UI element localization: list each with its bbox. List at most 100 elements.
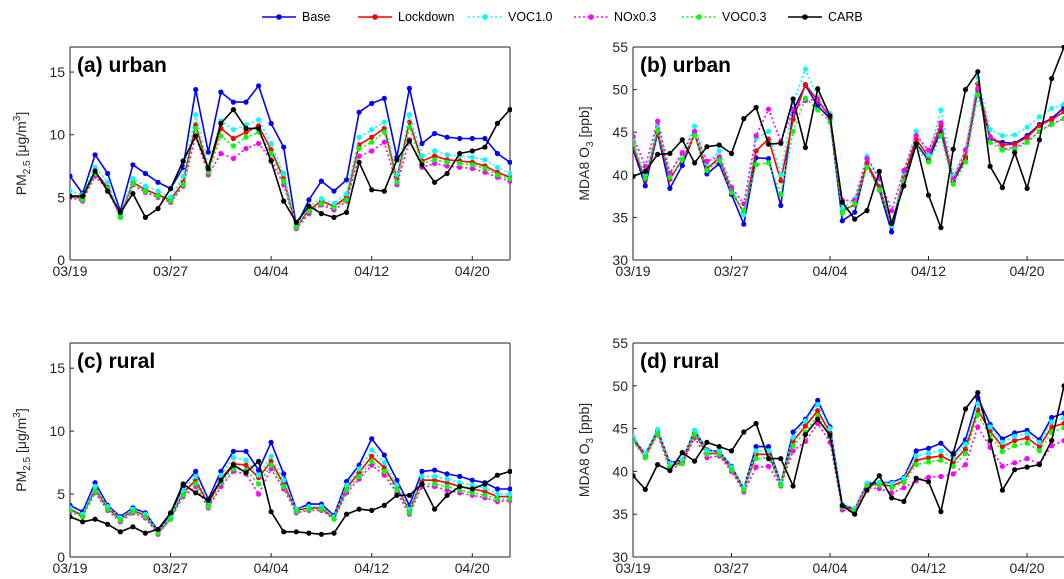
data-point xyxy=(230,448,236,454)
data-point xyxy=(356,470,362,476)
data-point xyxy=(839,199,845,205)
data-point xyxy=(469,148,475,154)
data-point xyxy=(444,134,450,140)
series-line xyxy=(633,385,1064,516)
data-point xyxy=(901,479,907,486)
series-line xyxy=(70,455,510,534)
data-point xyxy=(356,134,362,140)
data-point xyxy=(741,487,747,493)
data-point xyxy=(778,178,784,184)
data-point xyxy=(692,432,698,438)
series-line xyxy=(633,87,1064,212)
data-point xyxy=(765,128,772,134)
data-point xyxy=(716,451,722,457)
data-point xyxy=(469,135,475,142)
series-voc1-0 xyxy=(633,401,1064,511)
data-point xyxy=(790,443,796,449)
y-tick-label: 0 xyxy=(57,252,65,268)
y-axis-label: MDA8 O3 [ppb] xyxy=(576,106,596,200)
y-tick-label: 15 xyxy=(49,64,65,80)
data-point xyxy=(1061,109,1064,115)
data-point xyxy=(406,510,412,516)
data-point xyxy=(494,172,500,178)
series-carb xyxy=(70,458,512,537)
y-tick-label: 15 xyxy=(49,360,65,376)
data-point xyxy=(318,506,324,512)
chart-panel: 0 5 10 15 03/19 03/27 04/04 04/12 04/20 PM2.5 [μg… xyxy=(12,342,512,576)
legend-item: NOx0.3 xyxy=(574,10,656,24)
data-point xyxy=(482,485,488,491)
data-point xyxy=(642,168,648,174)
data-point xyxy=(692,427,698,433)
data-point xyxy=(142,530,148,536)
data-point xyxy=(741,429,747,435)
data-point xyxy=(419,481,425,487)
data-point xyxy=(839,218,845,224)
data-point xyxy=(1012,433,1018,439)
data-point xyxy=(70,507,73,513)
x-tick-label: 03/27 xyxy=(714,263,749,279)
data-point xyxy=(457,480,463,486)
legend-swatch-marker xyxy=(482,14,488,20)
data-point xyxy=(457,473,463,479)
data-point xyxy=(938,453,944,459)
data-point xyxy=(962,87,969,93)
data-point xyxy=(369,453,375,459)
data-point xyxy=(105,521,111,527)
data-point xyxy=(281,178,287,184)
data-point xyxy=(790,483,796,489)
data-point xyxy=(790,106,796,112)
data-point xyxy=(432,506,438,512)
data-point xyxy=(802,423,809,429)
data-point xyxy=(444,476,450,482)
data-point xyxy=(962,406,969,412)
x-tick-label: 04/12 xyxy=(911,560,946,576)
data-point xyxy=(444,163,450,169)
legend-swatch-marker xyxy=(276,14,282,20)
data-point xyxy=(494,486,500,492)
data-point xyxy=(987,139,993,145)
x-tick-label: 03/19 xyxy=(52,560,87,576)
data-point xyxy=(876,482,882,488)
data-point xyxy=(256,481,262,487)
data-point xyxy=(1012,132,1018,138)
data-point xyxy=(1024,440,1030,446)
data-point xyxy=(168,198,174,204)
chart-panel: 30 35 40 45 50 55 03/19 03/27 04/04 04/12 04/20 MDA… xyxy=(576,335,1064,576)
legend: Base Lockdown VOC1.0 NOx0.3 VOC0.3 CARB xyxy=(262,10,863,24)
data-point xyxy=(864,487,870,493)
data-point xyxy=(230,99,236,105)
data-point xyxy=(1024,124,1030,130)
data-point xyxy=(243,448,249,454)
data-point xyxy=(356,145,362,152)
data-point xyxy=(889,220,895,226)
y-tick-label: 55 xyxy=(612,39,628,55)
data-point xyxy=(667,174,673,180)
data-point xyxy=(716,157,722,163)
data-point xyxy=(243,145,249,152)
data-point xyxy=(901,498,907,504)
data-point xyxy=(193,477,199,483)
data-point xyxy=(852,216,858,222)
data-point xyxy=(444,471,450,477)
data-point xyxy=(925,459,932,465)
data-point xyxy=(394,179,400,185)
x-tick-label: 04/20 xyxy=(1010,560,1045,576)
data-point xyxy=(331,204,337,210)
data-point xyxy=(1024,435,1030,441)
data-point xyxy=(318,178,324,184)
data-point xyxy=(975,401,981,407)
data-point xyxy=(243,99,249,105)
data-point xyxy=(741,212,747,218)
data-point xyxy=(962,441,969,447)
data-point xyxy=(130,162,136,168)
data-point xyxy=(92,164,98,170)
data-point xyxy=(306,208,312,214)
data-point xyxy=(142,170,148,177)
data-point xyxy=(369,187,375,193)
data-point xyxy=(642,183,648,189)
data-point xyxy=(655,426,661,433)
data-point xyxy=(105,179,111,185)
data-point xyxy=(369,458,375,464)
